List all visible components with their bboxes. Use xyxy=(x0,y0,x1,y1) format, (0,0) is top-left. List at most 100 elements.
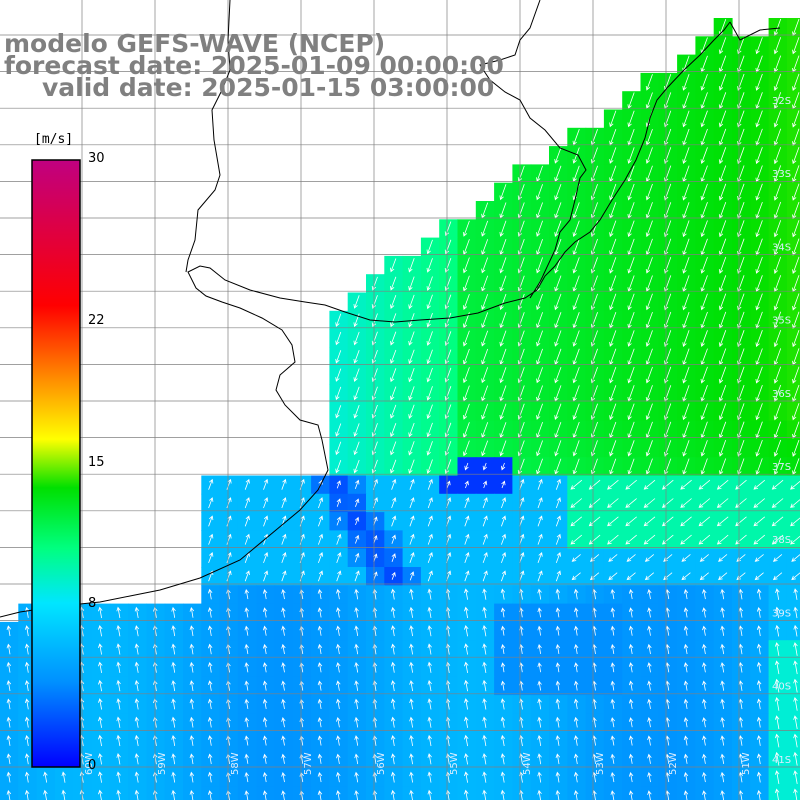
wind-arrow xyxy=(98,661,103,673)
wind-arrow xyxy=(408,386,415,401)
wind-arrow xyxy=(98,679,103,692)
wind-arrow xyxy=(427,497,433,509)
wind-arrow xyxy=(645,403,653,421)
wind-arrow xyxy=(610,717,616,728)
wind-arrow xyxy=(537,588,542,600)
wind-arrow xyxy=(643,479,656,490)
wind-arrow xyxy=(482,734,487,747)
wind-arrow xyxy=(755,73,763,91)
wind-cell xyxy=(640,493,660,513)
wind-arrow xyxy=(409,588,414,600)
wind-arrow xyxy=(647,607,652,618)
wind-arrow xyxy=(774,678,780,693)
wind-arrow xyxy=(682,403,690,421)
wind-arrow xyxy=(555,680,561,691)
wind-cell xyxy=(237,786,257,800)
wind-cell xyxy=(512,786,532,800)
wind-arrow xyxy=(645,293,653,311)
wind-arrow xyxy=(336,643,341,655)
wind-arrow xyxy=(390,606,396,618)
wind-cell xyxy=(695,493,715,513)
wind-arrow xyxy=(554,147,562,164)
wind-arrow xyxy=(426,239,433,255)
wind-cell xyxy=(622,786,642,800)
wind-arrow xyxy=(336,533,342,545)
wind-arrow xyxy=(426,367,433,383)
wind-arrow xyxy=(702,643,707,655)
wind-arrow xyxy=(718,220,727,238)
wind-arrow xyxy=(699,554,709,562)
wind-arrow xyxy=(244,643,250,655)
wind-cell xyxy=(786,512,800,531)
wind-arrow xyxy=(554,183,562,201)
wind-arrow xyxy=(718,366,727,384)
wind-cell xyxy=(677,548,696,568)
wind-cell xyxy=(640,548,660,568)
wind-cell xyxy=(549,786,568,800)
wind-arrow xyxy=(628,662,634,673)
wind-arrow xyxy=(390,404,397,419)
wind-arrow xyxy=(735,534,747,545)
wind-arrow xyxy=(408,459,415,474)
wind-arrow xyxy=(354,661,359,673)
wind-arrow xyxy=(482,624,487,637)
wind-arrow xyxy=(409,606,414,618)
wind-arrow xyxy=(409,625,414,637)
wind-arrow xyxy=(98,734,103,747)
wind-arrow xyxy=(625,516,637,527)
wind-cell xyxy=(695,786,715,800)
wind-arrow xyxy=(426,404,433,420)
wind-arrow xyxy=(555,515,561,527)
wind-cell xyxy=(603,512,623,531)
wind-arrow xyxy=(189,606,195,618)
wind-arrow xyxy=(134,698,140,710)
wind-arrow xyxy=(445,771,451,783)
wind-arrow xyxy=(537,625,542,636)
wind-arrow xyxy=(464,515,470,527)
lon-label: 53W xyxy=(595,752,606,775)
wind-arrow xyxy=(720,662,725,673)
wind-arrow xyxy=(793,788,798,800)
wind-arrow xyxy=(390,680,396,692)
wind-arrow xyxy=(116,789,121,800)
wind-arrow xyxy=(682,440,690,457)
title-valid-date: valid date: 2025-01-15 03:00:00 xyxy=(42,73,495,102)
wind-arrow xyxy=(134,661,140,673)
wind-arrow xyxy=(482,753,487,765)
wind-arrow xyxy=(116,698,121,710)
wind-arrow xyxy=(427,679,432,692)
wind-arrow xyxy=(626,572,636,581)
wind-arrow xyxy=(336,698,341,710)
wind-arrow xyxy=(244,680,250,691)
wind-arrow xyxy=(683,625,689,636)
wind-arrow xyxy=(281,698,286,709)
wind-arrow xyxy=(390,331,397,346)
wind-cell xyxy=(292,786,312,800)
wind-arrow xyxy=(445,661,451,673)
wind-cell xyxy=(567,786,587,800)
wind-arrow xyxy=(171,643,176,655)
wind-arrow xyxy=(262,607,268,618)
wind-arrow xyxy=(756,680,762,691)
wind-arrow xyxy=(536,184,543,201)
wind-arrow xyxy=(573,716,579,728)
wind-cell xyxy=(768,493,788,513)
wind-arrow xyxy=(24,661,30,673)
wind-arrow xyxy=(24,753,30,765)
wind-arrow xyxy=(24,771,30,783)
wind-arrow xyxy=(537,515,543,527)
wind-arrow xyxy=(573,771,579,783)
wind-arrow xyxy=(610,625,616,636)
wind-arrow xyxy=(738,588,744,600)
lon-label: 52W xyxy=(668,752,679,775)
wind-arrow xyxy=(771,498,784,508)
wind-arrow xyxy=(738,790,744,800)
wind-arrow xyxy=(718,572,728,581)
wind-arrow xyxy=(738,607,744,618)
wind-arrow xyxy=(773,220,782,238)
wind-arrow xyxy=(408,441,415,456)
wind-arrow xyxy=(6,716,12,728)
wind-arrow xyxy=(317,735,323,746)
wind-arrow xyxy=(390,789,396,800)
wind-arrow xyxy=(572,403,580,420)
